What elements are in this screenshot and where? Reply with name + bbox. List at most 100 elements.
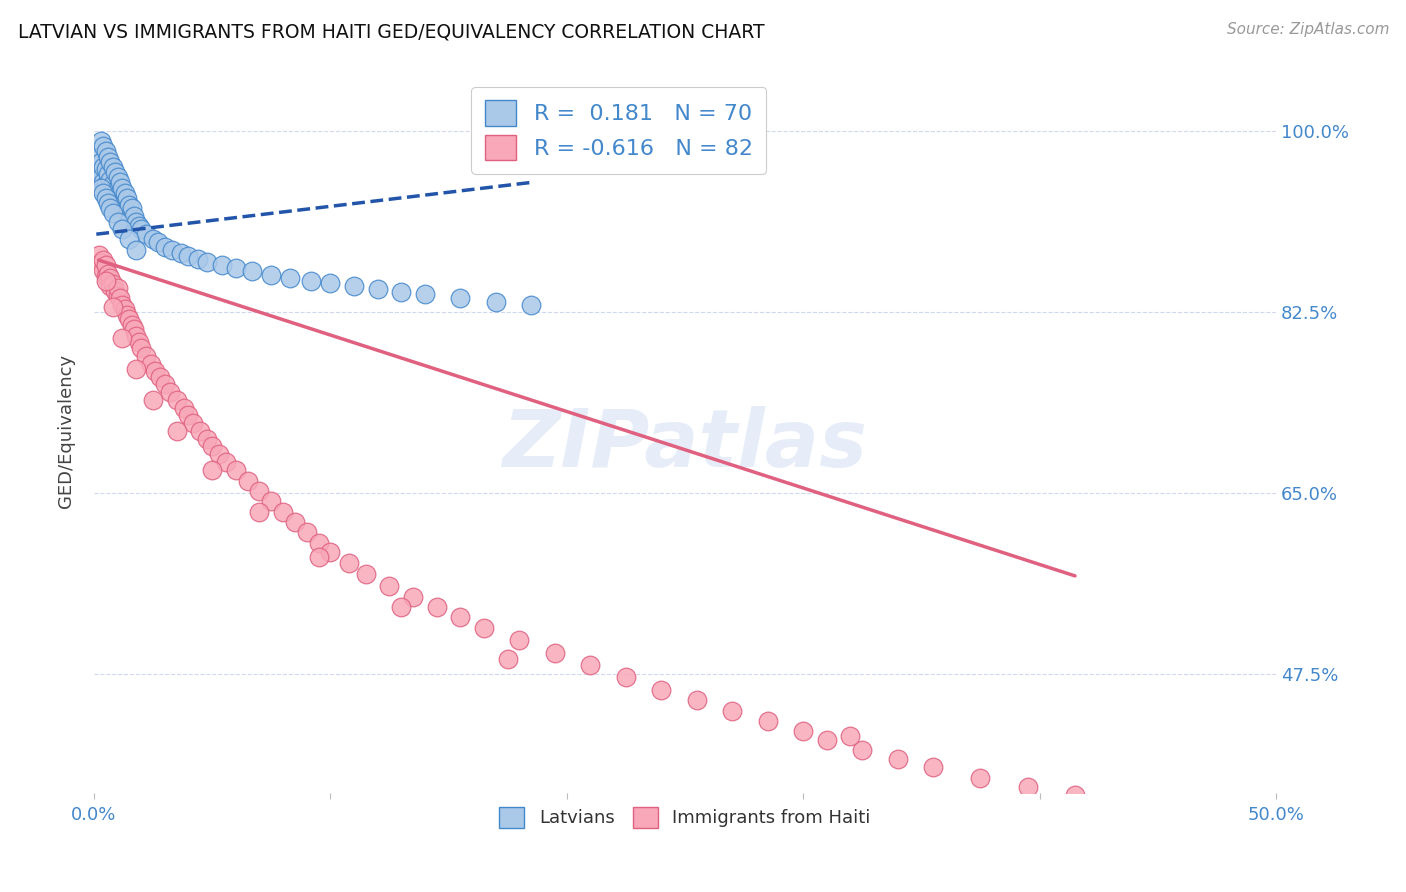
Point: [922, 760, 945, 774]
Point: [839, 730, 862, 744]
Point: [115, 191, 138, 205]
Point: [129, 341, 152, 355]
Point: [111, 198, 134, 212]
Point: [90, 134, 112, 148]
Point: [851, 743, 873, 757]
Point: [426, 599, 449, 614]
Point: [496, 651, 519, 665]
Point: [308, 550, 330, 565]
Point: [93, 176, 115, 190]
Point: [104, 165, 127, 179]
Point: [166, 424, 188, 438]
Point: [93, 263, 115, 277]
Point: [135, 227, 157, 242]
Point: [413, 287, 436, 301]
Point: [100, 187, 122, 202]
Point: [278, 270, 301, 285]
Point: [93, 253, 115, 268]
Point: [579, 657, 602, 672]
Point: [201, 463, 224, 477]
Point: [111, 222, 134, 236]
Point: [792, 724, 814, 739]
Point: [249, 483, 271, 498]
Point: [125, 361, 148, 376]
Point: [94, 161, 117, 176]
Point: [508, 633, 530, 648]
Point: [886, 752, 908, 766]
Point: [101, 160, 124, 174]
Point: [449, 292, 471, 306]
Point: [125, 243, 148, 257]
Point: [108, 292, 131, 306]
Point: [114, 186, 136, 200]
Point: [260, 494, 283, 508]
Point: [94, 145, 117, 159]
Point: [177, 249, 200, 263]
Point: [101, 277, 124, 291]
Point: [159, 384, 181, 399]
Point: [211, 258, 233, 272]
Point: [225, 261, 247, 276]
Point: [121, 202, 143, 216]
Point: [145, 364, 167, 378]
Point: [153, 377, 176, 392]
Point: [90, 180, 112, 194]
Point: [485, 294, 508, 309]
Point: [111, 297, 134, 311]
Point: [271, 505, 294, 519]
Point: [128, 219, 150, 233]
Point: [1064, 789, 1087, 803]
Point: [337, 557, 360, 571]
Point: [139, 357, 162, 371]
Point: [94, 178, 117, 192]
Point: [188, 424, 211, 438]
Point: [1017, 780, 1039, 794]
Point: [367, 282, 389, 296]
Point: [815, 732, 838, 747]
Point: [104, 184, 127, 198]
Point: [146, 235, 169, 250]
Point: [93, 160, 115, 174]
Point: [93, 139, 115, 153]
Text: LATVIAN VS IMMIGRANTS FROM HAITI GED/EQUIVALENCY CORRELATION CHART: LATVIAN VS IMMIGRANTS FROM HAITI GED/EQU…: [18, 22, 765, 41]
Point: [650, 682, 672, 697]
Point: [87, 149, 110, 163]
Point: [969, 771, 991, 785]
Text: ZIPatlas: ZIPatlas: [502, 407, 868, 484]
Point: [107, 215, 129, 229]
Point: [319, 545, 342, 559]
Point: [402, 590, 425, 604]
Point: [107, 289, 129, 303]
Point: [197, 255, 219, 269]
Point: [389, 599, 412, 614]
Point: [343, 279, 366, 293]
Point: [100, 279, 122, 293]
Point: [111, 331, 134, 345]
Point: [108, 193, 131, 207]
Point: [544, 646, 567, 660]
Point: [308, 535, 330, 549]
Point: [90, 170, 112, 185]
Point: [295, 525, 318, 540]
Point: [90, 154, 112, 169]
Point: [101, 178, 124, 192]
Point: [129, 222, 152, 236]
Point: [97, 167, 120, 181]
Point: [686, 693, 709, 707]
Point: [177, 409, 200, 423]
Point: [197, 432, 219, 446]
Point: [114, 301, 136, 316]
Point: [94, 258, 117, 272]
Point: [721, 704, 744, 718]
Point: [107, 170, 129, 185]
Point: [84, 170, 107, 185]
Point: [100, 202, 122, 216]
Point: [187, 252, 209, 266]
Point: [378, 579, 401, 593]
Point: [125, 215, 148, 229]
Legend: Latvians, Immigrants from Haiti: Latvians, Immigrants from Haiti: [492, 800, 877, 835]
Point: [121, 318, 143, 333]
Point: [236, 474, 259, 488]
Point: [520, 297, 543, 311]
Point: [142, 232, 165, 246]
